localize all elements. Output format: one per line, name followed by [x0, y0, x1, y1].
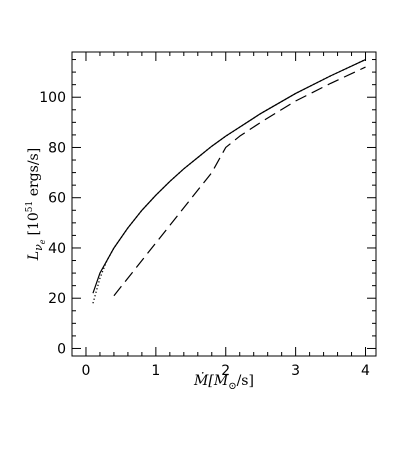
major-ticks [72, 52, 376, 356]
y-tick-label: 0 [57, 341, 66, 357]
y-tick-label: 80 [48, 140, 66, 156]
series-group [92, 58, 366, 304]
y-axis-label-sup: 51 [25, 201, 35, 212]
x-axis-label-sub: ⊙ [228, 381, 236, 392]
y-tick-label: 40 [48, 241, 66, 257]
x-tick-label: 2 [221, 363, 230, 379]
y-tick-label: 60 [48, 191, 66, 207]
y-axis-label-sub: ν [32, 244, 45, 251]
x-axis-label: Ṁ[M⊙/s] [193, 371, 254, 392]
x-tick-label: 4 [361, 363, 370, 379]
series-line-solid [92, 58, 366, 294]
plot-frame [71, 51, 377, 357]
y-axis-label-subsub: e [38, 239, 47, 244]
y-axis-label-units: ergs/s] [26, 148, 42, 201]
y-axis-label-bracket: [10 [26, 212, 42, 235]
x-axis-label-main: Ṁ[M [193, 371, 229, 389]
x-tick-label: 1 [151, 363, 160, 379]
series-line-dashed [113, 66, 366, 297]
x-tick-labels: 0 1 2 3 4 [82, 363, 371, 379]
y-axis-label-main: L [26, 251, 42, 261]
y-tick-label: 20 [48, 291, 66, 307]
y-tick-label: 100 [39, 90, 66, 106]
series-line-dotted [92, 58, 366, 304]
minor-ticks [71, 52, 376, 356]
x-tick-label: 0 [82, 363, 91, 379]
y-tick-labels: 0 20 40 60 80 100 [39, 90, 66, 357]
y-axis-label: Lνe [1051 ergs/s] [25, 148, 47, 261]
x-axis-label-tail: /s] [237, 373, 254, 389]
x-tick-label: 3 [291, 363, 300, 379]
